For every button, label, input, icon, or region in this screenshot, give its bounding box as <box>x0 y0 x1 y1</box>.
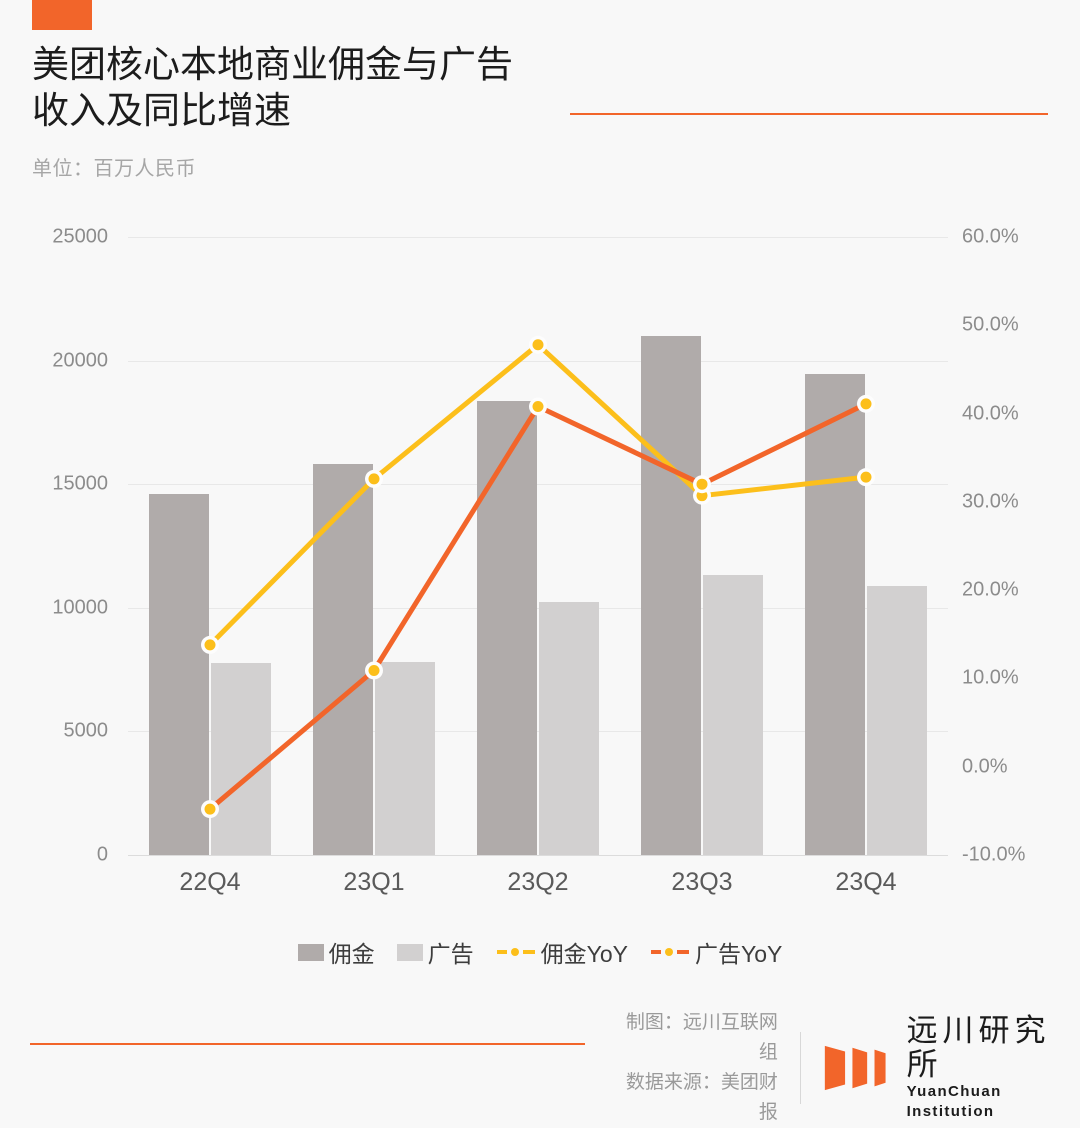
bar <box>539 602 599 855</box>
brand-logo: 远川研究所 YuanChuan Institution <box>801 1014 1080 1122</box>
y-axis-right-tick: -10.0% <box>962 843 1026 866</box>
bar <box>211 662 271 855</box>
credit-author: 制图：远川互联网组 <box>625 1012 778 1063</box>
chart-area: 0 5000 10000 15000 20000 25000 -10.0% 0.0% 10.0… <box>52 225 1026 897</box>
footer: 制图：远川互联网组 数据来源：美团财报 远川研究所 YuanChuan Inst… <box>620 1008 1080 1128</box>
x-axis-tick-label: 23Q4 <box>835 868 897 896</box>
bar <box>313 463 373 855</box>
chart-legend: 佣金 广告 佣金YoY 广告YoY <box>0 935 1080 969</box>
y-axis-left-tick: 0 <box>96 843 108 866</box>
y-axis-right-tick: 20.0% <box>962 578 1019 601</box>
y-axis-right-tick: 50.0% <box>962 313 1019 336</box>
credit-source: 数据来源：美团财报 <box>625 1072 778 1123</box>
credits: 制图：远川互联网组 数据来源：美团财报 <box>620 1008 800 1128</box>
y-axis-left-tick: 20000 <box>52 349 108 372</box>
legend-item[interactable]: 广告 <box>396 935 474 969</box>
line-series <box>207 401 869 812</box>
x-axis-tick-label: 23Q3 <box>671 868 733 896</box>
logo-text-en: YuanChuan Institution <box>906 1083 1002 1120</box>
yuanchuan-logo-icon <box>824 1045 886 1091</box>
bar <box>477 400 537 855</box>
y-axis-right-tick: 10.0% <box>962 666 1019 689</box>
legend-swatch-icon <box>396 943 423 961</box>
header: 美团核心本地商业佣金与广告 收入及同比增速 单位：百万人民币 <box>32 42 1048 181</box>
legend-label: 佣金YoY <box>540 941 628 967</box>
footer-divider <box>799 1032 801 1104</box>
legend-item[interactable]: 广告YoY <box>650 935 782 969</box>
legend-label: 广告YoY <box>695 941 783 967</box>
legend-line-icon <box>496 948 535 956</box>
y-axis-right-tick: 30.0% <box>962 490 1019 513</box>
legend-label: 广告 <box>427 941 474 967</box>
gridline <box>128 360 948 362</box>
bar <box>867 585 927 855</box>
y-axis-right-tick: 40.0% <box>962 402 1019 425</box>
logo-text-cn: 远川研究所 <box>906 1013 1051 1082</box>
gridline <box>128 855 948 856</box>
gridline <box>128 237 948 238</box>
y-axis-right-tick: 0.0% <box>962 755 1008 778</box>
brand-accent-tab <box>32 0 92 30</box>
unit-label: 单位：百万人民币 <box>32 158 196 180</box>
bar <box>149 493 209 855</box>
y-axis-right-tick: 60.0% <box>962 225 1019 248</box>
y-axis-left-tick: 5000 <box>63 719 109 742</box>
data-point-marker <box>532 339 544 351</box>
x-axis-tick-label: 23Q2 <box>507 868 569 896</box>
y-axis-left-tick: 10000 <box>52 596 108 619</box>
legend-label: 佣金 <box>328 941 375 967</box>
x-axis-tick-label: 22Q4 <box>179 868 241 896</box>
x-axis-tick-label: 23Q1 <box>343 868 405 896</box>
footer-rule <box>30 1043 585 1045</box>
y-axis-left-tick: 25000 <box>52 225 108 248</box>
line-series <box>207 342 869 648</box>
bar <box>805 374 865 855</box>
legend-swatch-icon <box>297 943 324 961</box>
bar <box>703 574 763 855</box>
bar <box>375 662 435 855</box>
legend-line-icon <box>651 948 689 956</box>
data-point-halo <box>529 335 547 354</box>
bar <box>641 335 701 855</box>
legend-item[interactable]: 佣金YoY <box>496 935 628 969</box>
y-axis-left-tick: 15000 <box>52 472 108 495</box>
legend-item[interactable]: 佣金 <box>297 935 375 969</box>
page-title: 美团核心本地商业佣金与广告 收入及同比增速 <box>32 44 513 131</box>
header-rule <box>570 113 1048 115</box>
